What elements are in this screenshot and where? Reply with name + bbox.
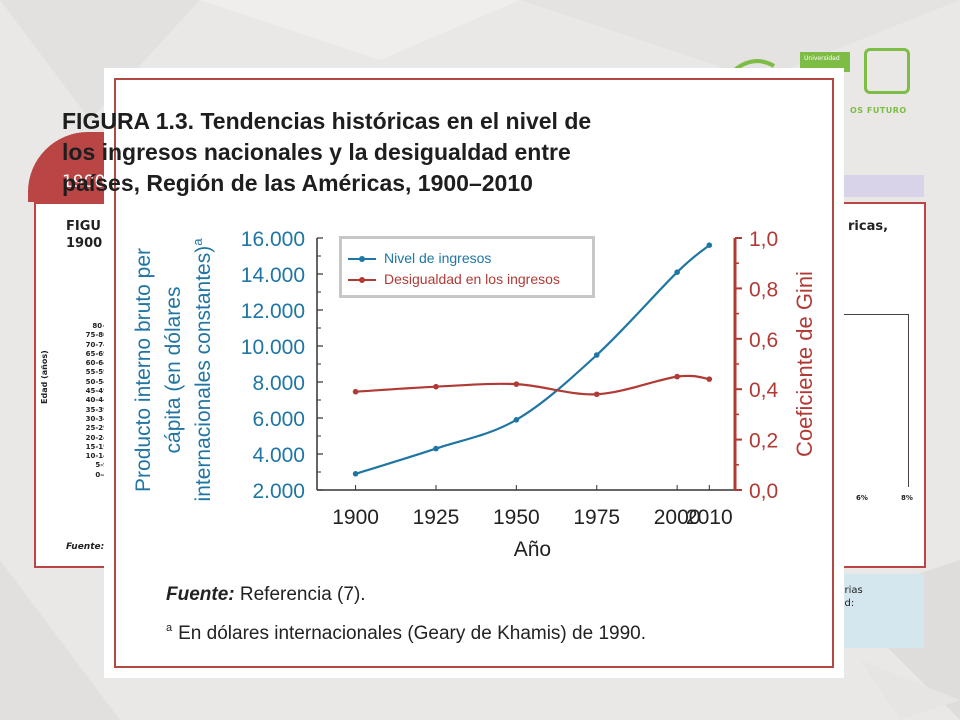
series-point-0 bbox=[433, 445, 439, 452]
background-age-group: 15-19 bbox=[85, 442, 108, 451]
left-tick-label: 10.000 bbox=[241, 336, 305, 359]
legend-label: Desigualdad en los ingresos bbox=[384, 271, 560, 287]
x-tick-label: 1900 bbox=[332, 506, 379, 529]
right-tick-label: 0,6 bbox=[749, 329, 778, 352]
background-age-group: 60-64 bbox=[85, 359, 108, 368]
legend-label: Nivel de ingresos bbox=[384, 250, 492, 266]
background-age-group: 20-24 bbox=[85, 433, 108, 442]
right-axis-label: Coeficiente de Gini bbox=[792, 271, 817, 457]
series-point-1 bbox=[674, 373, 680, 380]
background-age-group: 55-59 bbox=[85, 368, 108, 377]
background-age-group: 70-74 bbox=[85, 340, 108, 349]
figure-title: FIGURA 1.3. Tendencias históricas en el … bbox=[62, 106, 722, 199]
background-pct-tick: 8% bbox=[901, 494, 913, 502]
figure-card bbox=[104, 68, 844, 678]
figure-border bbox=[114, 78, 834, 668]
x-tick-label: 2010 bbox=[686, 506, 733, 529]
logo-seal-icon bbox=[864, 48, 910, 94]
background-pct-tick: 6% bbox=[856, 494, 868, 502]
x-tick-label: 1925 bbox=[413, 506, 460, 529]
logo-badge: Universidad bbox=[800, 52, 850, 72]
background-tab-label: 1900 bbox=[62, 172, 106, 192]
background-age-group: 0-4 bbox=[95, 470, 108, 479]
left-axis-label-line: internacionales constantes)a bbox=[190, 238, 215, 502]
left-tick-label: 4.000 bbox=[252, 444, 305, 467]
legend-marker bbox=[359, 277, 365, 283]
left-axis-label-line: cápita (en dólares bbox=[162, 287, 185, 454]
background-age-group: 35-39 bbox=[85, 405, 108, 414]
background-age-group: 30-34 bbox=[85, 414, 108, 423]
logo-badge-text: Universidad bbox=[804, 55, 840, 62]
left-axis-label-line: Producto interno bruto per bbox=[132, 248, 155, 492]
figure-source-key: Fuente: bbox=[166, 584, 235, 605]
series-point-0 bbox=[352, 471, 359, 477]
background-card-title-right: ricas, bbox=[848, 219, 889, 234]
background-age-group: 80+ bbox=[92, 322, 108, 330]
left-tick-label: 14.000 bbox=[241, 264, 305, 287]
left-tick-label: 6.000 bbox=[252, 408, 305, 431]
series-point-1 bbox=[593, 391, 600, 398]
background-chart-frame bbox=[842, 314, 909, 487]
background-age-group: 10-14 bbox=[85, 452, 108, 461]
left-tick-label: 2.000 bbox=[252, 480, 305, 503]
left-axis-label-superscript: a bbox=[190, 238, 205, 246]
background-age-group: 45-49 bbox=[85, 387, 108, 396]
series-point-0 bbox=[674, 269, 680, 276]
x-axis-label: Año bbox=[514, 538, 551, 561]
background-band bbox=[836, 175, 924, 197]
logo-tagline: OS FUTURO bbox=[850, 106, 907, 115]
figure-title-line: los ingresos nacionales y la desigualdad… bbox=[62, 139, 571, 165]
figure-source: Fuente: Referencia (7). bbox=[166, 584, 366, 606]
background-age-group: 5-9 bbox=[95, 461, 108, 470]
left-tick-label: 8.000 bbox=[252, 372, 305, 395]
right-tick-label: 0,2 bbox=[749, 430, 778, 453]
legend-marker bbox=[359, 256, 365, 262]
footnote-text: En dólares internacionales (Geary de Kha… bbox=[178, 623, 646, 644]
series-line-1 bbox=[355, 374, 710, 396]
background-age-group: 40-44 bbox=[85, 396, 108, 405]
x-tick-label: 2000 bbox=[654, 506, 701, 529]
left-tick-label: 12.000 bbox=[241, 300, 305, 323]
background-age-group: 65-69 bbox=[85, 349, 108, 358]
series-point-1 bbox=[706, 376, 713, 382]
right-tick-label: 0,0 bbox=[749, 480, 778, 503]
series-point-1 bbox=[352, 388, 359, 395]
right-tick-label: 0,8 bbox=[749, 278, 778, 301]
background-source-label: Fuente: bbox=[66, 542, 105, 552]
series-point-0 bbox=[513, 417, 520, 423]
background-card-title: FIGU 1900 bbox=[66, 219, 103, 251]
series-point-1 bbox=[433, 383, 439, 390]
right-tick-label: 0,4 bbox=[749, 379, 779, 402]
background-age-group: 25-29 bbox=[85, 424, 108, 433]
x-tick-label: 1975 bbox=[573, 506, 620, 529]
left-tick-label: 16.000 bbox=[241, 228, 305, 251]
background-age-group: 50-54 bbox=[85, 377, 108, 386]
footnote-mark: a bbox=[166, 622, 173, 634]
series-point-0 bbox=[706, 242, 713, 248]
chart-legend: Nivel de ingresos Desigualdad en los ing… bbox=[339, 236, 595, 298]
background-age-groups: 80+ 75-80 70-74 65-69 60-64 55-59 50-54 45-49 40… bbox=[84, 322, 108, 480]
right-tick-label: 1,0 bbox=[749, 228, 778, 251]
background-age-group: 75-80 bbox=[85, 331, 108, 340]
figure-footnote: a En dólares internacionales (Geary de Kh… bbox=[166, 622, 646, 645]
series-point-1 bbox=[513, 381, 520, 387]
figure-title-line: FIGURA 1.3. Tendencias históricas en el … bbox=[62, 108, 592, 134]
x-tick-label: 1950 bbox=[493, 506, 540, 529]
series-point-0 bbox=[593, 352, 600, 358]
figure-title-line: países, Región de las Américas, 1900–201… bbox=[62, 170, 533, 196]
figure-source-text: Referencia (7). bbox=[239, 584, 366, 605]
